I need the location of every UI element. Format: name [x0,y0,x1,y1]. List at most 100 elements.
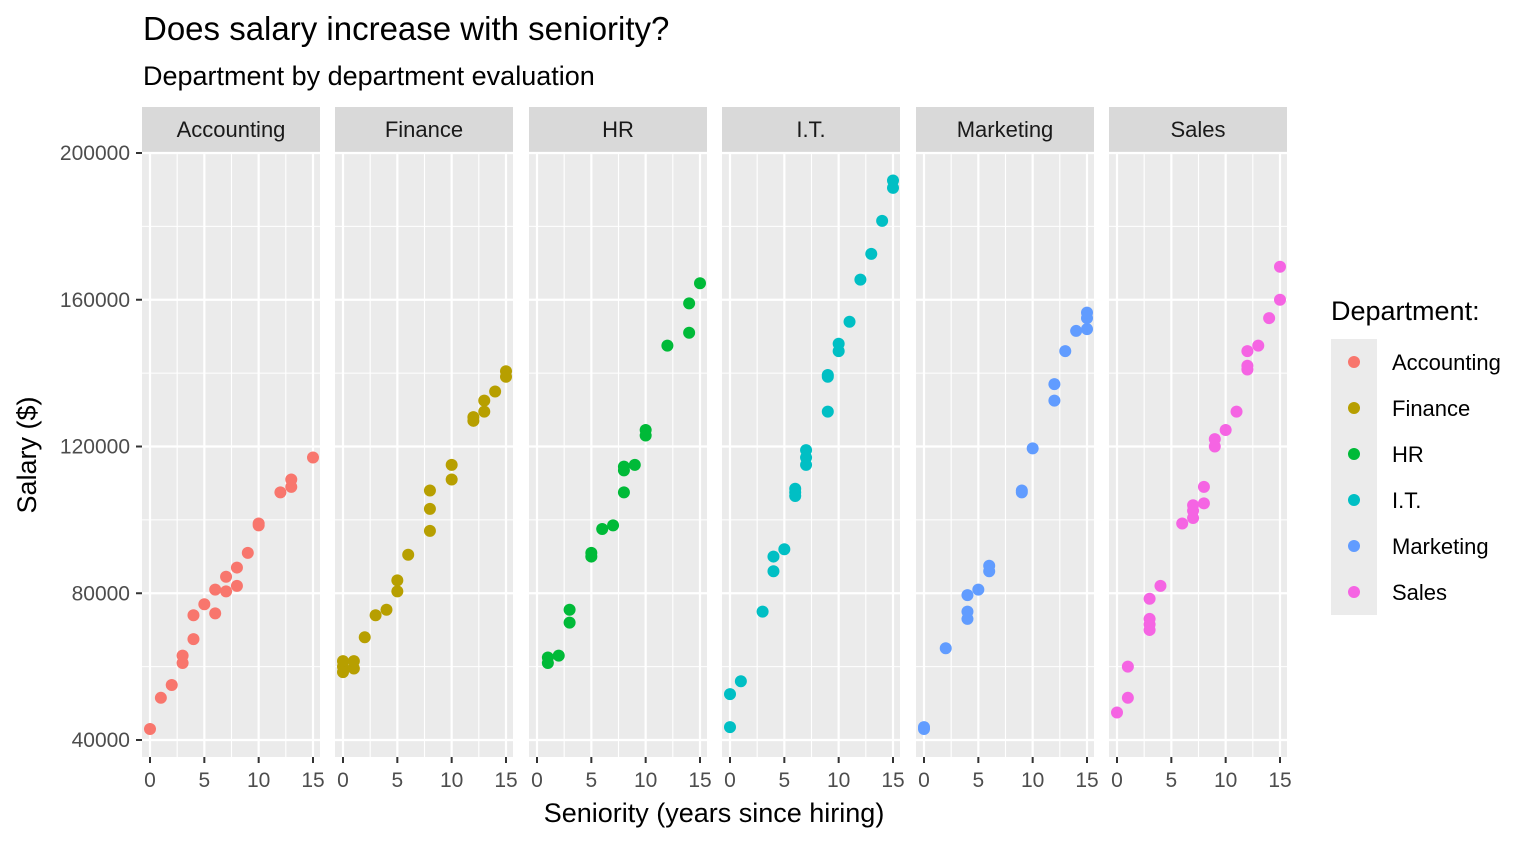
data-point [918,721,930,734]
data-point [1059,345,1072,358]
data-point [778,543,791,556]
facet-strip-label: Marketing [957,117,1054,142]
x-tick-label: 0 [531,769,543,792]
data-point [1154,579,1167,592]
facet-marketing: Marketing 0 5 10 15 [916,107,1099,792]
data-point [467,411,480,424]
data-point [347,655,360,668]
facet-hr: HR 0 5 10 15 [529,107,712,792]
data-point [1252,339,1265,352]
legend-label: Sales [1392,580,1447,605]
legend-item: Finance [1348,396,1470,421]
data-point [230,579,243,592]
x-tick-label: 0 [918,769,930,792]
data-point [1048,378,1061,391]
x-tick-label: 0 [337,769,349,792]
chart-subtitle: Department by department evaluation [143,61,595,91]
data-point [402,548,415,561]
x-tick-label: 5 [198,769,210,792]
data-point [337,655,349,668]
x-tick-label: 0 [724,769,736,792]
x-tick-label: 5 [778,769,790,792]
legend-key-background [1331,339,1377,615]
x-tick-label: 15 [688,769,711,792]
data-point [585,546,598,559]
y-tick-label: 200000 [60,142,130,165]
y-axis-title: Salary ($) [12,396,42,513]
data-point [1081,306,1093,319]
y-tick-label: 120000 [60,436,130,459]
facet-strip [142,107,320,152]
data-point [1121,691,1134,704]
data-point [1274,260,1286,273]
data-point [843,315,856,328]
data-point [423,502,436,515]
facet-strip [335,107,513,152]
data-point [887,174,899,187]
x-tick-label: 5 [585,769,597,792]
facet-strip-label: Sales [1170,117,1225,142]
data-point [1230,405,1243,418]
data-point [478,405,491,418]
data-point [220,585,233,598]
data-point [617,486,630,499]
data-point [489,385,502,398]
data-point [541,651,554,664]
chart-title: Does salary increase with seniority? [143,10,669,47]
x-tick-label: 10 [247,769,270,792]
legend-key [1348,402,1360,414]
facet-strip-label: Accounting [177,117,286,142]
facet-strip [1109,107,1287,152]
data-point [767,565,780,578]
data-point [694,277,706,290]
x-tick-label: 0 [144,769,156,792]
x-tick-label: 10 [634,769,657,792]
facet-strip [722,107,900,152]
data-point [423,524,436,537]
data-point [274,486,287,499]
data-point [628,458,641,471]
data-point [187,633,200,646]
x-tick-label: 15 [881,769,904,792]
data-point [1241,345,1254,358]
legend-item: Marketing [1348,534,1489,559]
data-point [563,616,576,629]
x-tick-label: 15 [494,769,517,792]
facet-it: I.T. 0 5 10 15 [722,107,905,792]
data-point [1143,592,1156,605]
data-point [767,550,780,563]
data-point [552,649,565,662]
y-tick-label: 160000 [60,289,130,312]
data-point [1026,442,1039,455]
data-point [821,368,834,381]
facet-accounting: Accounting 0 5 10 15 [142,107,325,792]
data-point [1121,660,1134,673]
data-point [854,273,867,286]
data-point [865,247,878,260]
data-point [734,675,747,688]
data-point [1111,706,1123,719]
data-point [391,585,404,598]
data-point [252,517,265,530]
y-axis: 40000 80000 120000 160000 200000 [60,142,142,752]
legend-key [1348,586,1360,598]
y-tick-label: 80000 [72,582,130,605]
data-point [789,482,802,495]
legend-label: HR [1392,442,1424,467]
x-tick-label: 15 [1075,769,1098,792]
data-point [972,583,985,596]
legend-item: Accounting [1348,350,1501,375]
legend-item: I.T. [1348,488,1421,513]
data-point [661,339,674,352]
data-point [423,484,436,497]
data-point [1197,480,1210,493]
x-tick-label: 10 [1214,769,1237,792]
data-point [391,574,404,587]
facet-strip-label: HR [602,117,634,142]
data-point [639,423,652,436]
data-point [961,605,974,618]
x-tick-label: 15 [301,769,324,792]
data-point [144,722,156,735]
facet-strip-label: I.T. [796,117,825,142]
